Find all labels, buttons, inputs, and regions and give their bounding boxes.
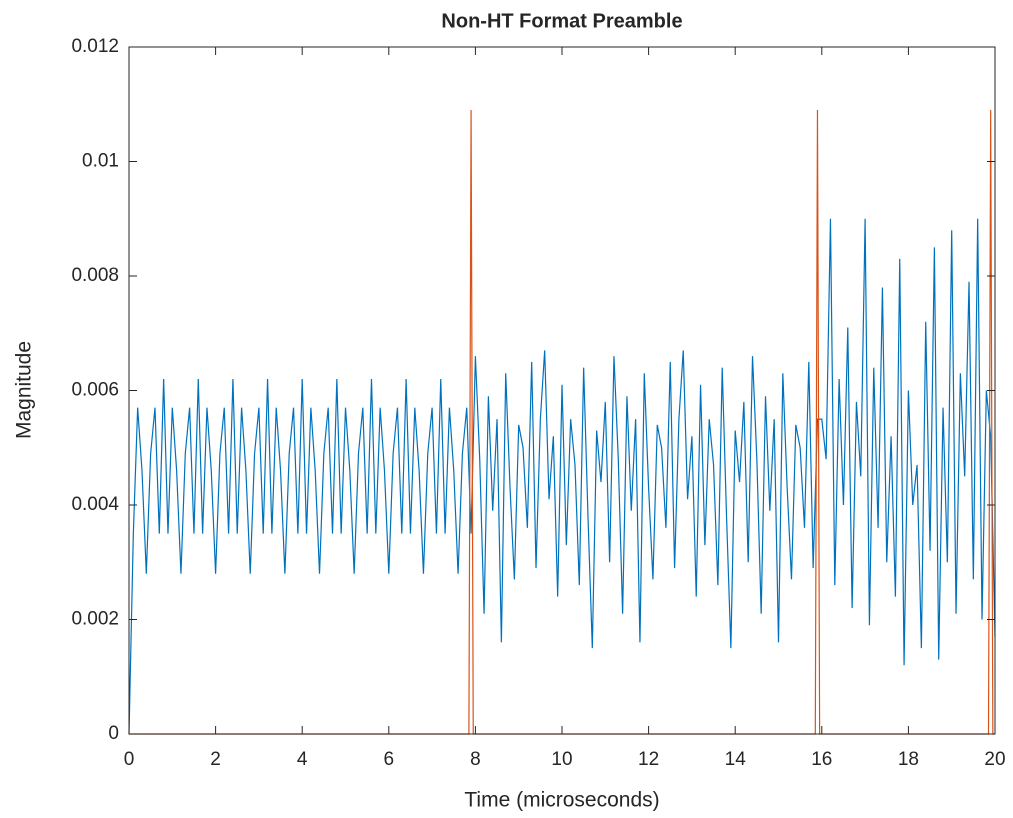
- data-line: [129, 109, 995, 735]
- x-tick-label: 16: [811, 749, 832, 770]
- x-tick-label: 8: [470, 749, 481, 770]
- x-tick-label: 0: [124, 749, 135, 770]
- x-tick-label: 14: [725, 749, 747, 770]
- y-tick-label: 0.006: [71, 380, 119, 401]
- x-axis-label: Time (microseconds): [464, 789, 659, 812]
- y-tick-label: 0.002: [71, 609, 119, 630]
- x-tick-label: 6: [384, 749, 395, 770]
- chart-title: Non-HT Format Preamble: [441, 10, 682, 32]
- x-tick-label: 2: [210, 749, 221, 770]
- y-tick-label: 0.012: [71, 36, 119, 57]
- y-axis-label: Magnitude: [13, 341, 36, 439]
- y-tick-label: 0.004: [71, 494, 119, 515]
- x-tick-label: 10: [551, 749, 572, 770]
- y-tick-label: 0: [108, 723, 119, 744]
- x-tick-label: 12: [638, 749, 659, 770]
- y-tick-label: 0.008: [71, 265, 119, 286]
- x-tick-label: 18: [898, 749, 919, 770]
- y-tick-label: 0.01: [82, 151, 119, 172]
- x-tick-label: 20: [984, 749, 1005, 770]
- data-line: [128, 218, 996, 735]
- x-tick-label: 4: [297, 749, 308, 770]
